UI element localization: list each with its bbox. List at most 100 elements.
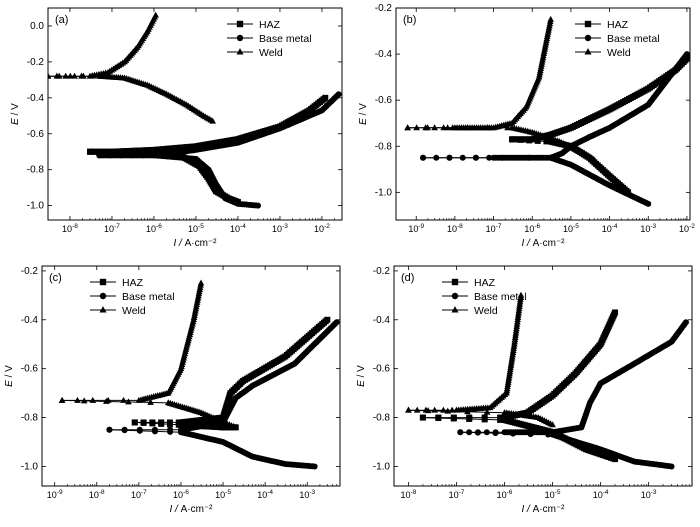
data-point [149,420,156,427]
x-tick-label: 10-3 [272,223,288,234]
data-point [125,398,132,405]
series-haz [509,55,690,196]
legend-marker [451,292,459,300]
panel-d: 10-8 10-7 10-6 10-5 10-4 10-3 -0.2 -0.4 -0.6 -0.8… [356,265,693,515]
legend-marker [584,48,592,55]
legend-marker [99,306,107,313]
x-tick-label: 10-6 [497,489,513,500]
y-tick-label: -0.2 [375,3,393,14]
data-point [510,430,517,437]
data-point [526,137,533,144]
legend-label: HAZ [607,19,629,31]
data-point [497,416,504,423]
legend-marker [99,292,107,300]
legend-label: HAZ [474,277,496,289]
data-point [74,396,81,403]
data-point [96,152,103,159]
data-point [158,420,165,427]
series-base-metal [420,51,690,207]
y-tick-label: -0.4 [373,315,391,326]
x-tick-label: 10-4 [257,489,273,500]
anodic-branch-line [407,19,552,129]
y-tick-label: -0.8 [375,141,393,152]
data-point [151,428,158,435]
data-point [322,94,329,101]
series-haz [419,309,619,463]
panel-b: 10-9 10-8 10-7 10-6 10-5 10-4 10-3 10-2 -0.2 -0.4… [358,3,695,249]
x-tick-label: 10-5 [215,489,231,500]
y-tick-label: -0.2 [373,266,391,277]
data-point [547,15,554,22]
plot-frame [41,265,341,487]
data-point [118,152,125,159]
data-point [545,431,552,438]
legend-label: Base metal [259,33,312,45]
y-tick-label: -1.0 [373,461,391,472]
y-tick-label: -0.4 [375,49,393,60]
data-point [484,124,491,131]
data-point [517,136,524,143]
data-point [167,428,174,435]
x-tick-label: 10-5 [563,223,579,234]
legend: HAZ Base metal Weld [575,19,660,59]
data-point [335,91,342,98]
y-tick-label: -0.4 [27,93,45,104]
y-axis-label: E / V [358,103,369,125]
data-point [87,148,93,155]
x-tick-label: 10-6 [146,223,162,234]
data-point [140,419,147,426]
y-tick-label: 0.0 [30,21,44,32]
data-point [499,154,506,161]
data-point [435,415,442,422]
data-point [424,124,431,131]
y-axis-label: E / V [10,103,21,125]
data-point [131,419,138,426]
x-tick-label: 10-9 [408,223,424,234]
legend-marker [236,34,244,42]
legend-marker [99,278,107,286]
data-point [504,124,511,131]
legend-label: Weld [122,305,146,317]
data-point [166,421,173,428]
y-axis-label: E / V [4,365,15,387]
data-point [543,138,550,145]
x-tick-label: 10-5 [188,223,204,234]
data-point [509,136,516,143]
x-tick-label: 10-3 [641,489,657,500]
x-tick-label: 10-5 [545,489,561,500]
data-point [424,407,432,414]
data-point [525,154,532,161]
series-base-metal [106,319,340,470]
data-point [404,124,411,131]
data-point [324,316,331,323]
legend-marker [236,48,244,55]
data-point [413,406,421,413]
data-point [197,279,205,286]
data-point [147,398,154,405]
x-axis-label: I / A·cm⁻² [169,504,213,515]
data-point [420,154,427,161]
data-point [481,416,488,423]
x-axis-label: I / A·cm⁻² [173,238,217,249]
series-weld [58,279,240,430]
data-point [48,72,52,79]
data-point [209,117,216,124]
data-point [444,407,452,414]
y-tick-label: -1.0 [21,461,39,472]
legend-label: Base metal [122,291,175,303]
data-point [483,429,490,436]
data-point [136,427,143,434]
panel-label: (d) [401,272,414,284]
legend-label: HAZ [259,19,281,31]
data-point [431,124,438,131]
x-tick-label: 10-2 [314,223,330,234]
x-tick-label: 10-3 [299,489,315,500]
x-axis-label: I / A·cm⁻² [521,238,565,249]
data-point [446,154,453,161]
y-tick-label: -0.2 [21,266,39,277]
data-point [590,156,598,163]
data-point [668,463,675,470]
data-point [612,309,619,316]
data-point [492,430,499,437]
legend-label: Base metal [607,33,660,45]
